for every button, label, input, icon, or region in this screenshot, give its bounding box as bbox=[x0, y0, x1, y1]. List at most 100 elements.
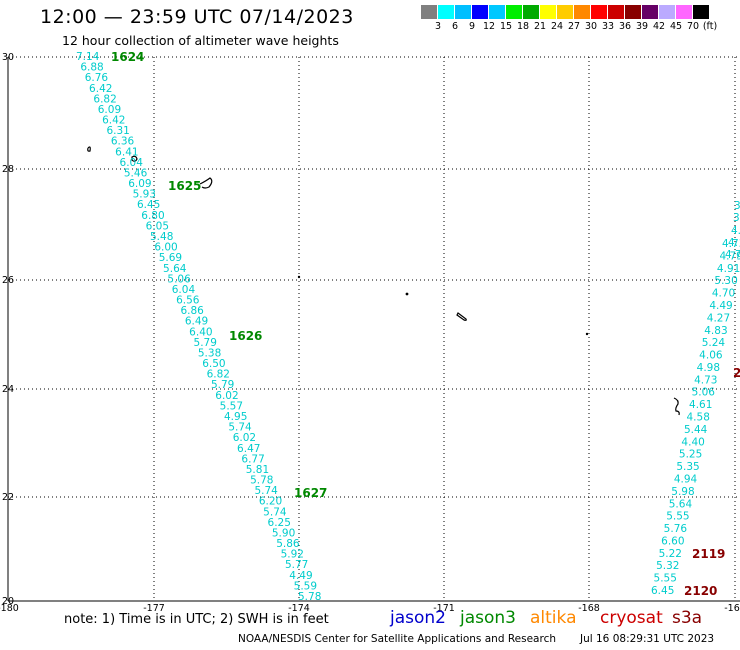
wave-height-value: 6.09 bbox=[128, 178, 151, 190]
color-scale-label: 27 bbox=[567, 21, 581, 32]
color-swatch bbox=[659, 5, 676, 19]
wave-height-value: 5.35 bbox=[676, 461, 699, 473]
wave-height-value: 6.05 bbox=[146, 220, 169, 232]
color-swatch bbox=[489, 5, 506, 19]
wave-height-value: 3 bbox=[734, 200, 740, 212]
latitude-label: 24 bbox=[2, 384, 14, 395]
wave-height-value: 6.42 bbox=[89, 83, 112, 95]
color-swatch bbox=[557, 5, 574, 19]
island-dot bbox=[405, 292, 409, 296]
credit-text: NOAA/NESDIS Center for Satellite Applica… bbox=[238, 633, 556, 645]
wave-height-value: 5.79 bbox=[211, 379, 234, 391]
wave-height-value: 4.70 bbox=[712, 288, 735, 300]
wave-height-value: 6.45 bbox=[137, 199, 160, 211]
wave-height-value: 6.00 bbox=[154, 242, 177, 254]
wave-height-value: 4.94 bbox=[674, 473, 698, 485]
wave-height-value: 5.77 bbox=[285, 559, 308, 571]
color-scale-label: 39 bbox=[635, 21, 649, 32]
latitude-label: 30 bbox=[2, 52, 14, 63]
color-swatch bbox=[608, 5, 625, 19]
wave-height-value: 7.14 bbox=[76, 51, 100, 63]
color-scale-label: 21 bbox=[533, 21, 547, 32]
wave-height-value: 5.81 bbox=[246, 464, 269, 476]
longitude-label: -165 bbox=[724, 603, 740, 614]
left-track-values: 7.146.886.766.426.826.096.426.316.366.41… bbox=[76, 51, 321, 603]
wave-height-value: 5.98 bbox=[671, 486, 694, 498]
island-outlines bbox=[87, 146, 680, 416]
wave-height-value: 4.95 bbox=[224, 411, 247, 423]
wave-height-value: 6.60 bbox=[661, 535, 684, 547]
wave-height-value: 6.20 bbox=[259, 496, 282, 508]
latitude-label: 22 bbox=[2, 492, 14, 503]
wave-height-value: 4.79 bbox=[719, 250, 740, 262]
wave-height-value: 5.69 bbox=[159, 252, 182, 264]
island-dot bbox=[585, 332, 589, 336]
wave-height-value: 5.24 bbox=[702, 337, 726, 349]
wave-height-value: 4.06 bbox=[699, 350, 723, 362]
pass-number-label: 1624 bbox=[111, 50, 144, 64]
satellite-legend-item: cryosat bbox=[600, 608, 663, 628]
wave-height-value: 4. bbox=[731, 225, 740, 237]
pass-number-label: 1627 bbox=[294, 486, 327, 500]
pass-number-label: 1626 bbox=[229, 329, 262, 343]
wave-height-value: 4.91 bbox=[717, 263, 740, 275]
color-scale-bar bbox=[421, 5, 710, 19]
wave-height-value: 4.40 bbox=[681, 436, 704, 448]
wave-height-value: 6.82 bbox=[93, 93, 116, 105]
wave-height-value: 5.59 bbox=[294, 580, 317, 592]
wave-height-value: 6.42 bbox=[102, 115, 125, 127]
wave-height-value: 4.83 bbox=[704, 325, 727, 337]
wave-height-value: 5.92 bbox=[281, 549, 304, 561]
color-scale-label: 18 bbox=[516, 21, 530, 32]
color-swatch bbox=[591, 5, 608, 19]
footer-note: note: 1) Time is in UTC; 2) SWH is in fe… bbox=[64, 612, 329, 627]
wave-height-value: 4.61 bbox=[689, 399, 712, 411]
wave-height-value: 6.41 bbox=[115, 146, 138, 158]
timestamp-text: Jul 16 08:29:31 UTC 2023 bbox=[580, 633, 715, 645]
wave-height-value: 4.58 bbox=[687, 412, 710, 424]
wave-height-value: 5.55 bbox=[666, 511, 689, 523]
pass-number-label: 1625 bbox=[168, 179, 201, 193]
wave-height-value: 5.79 bbox=[194, 337, 217, 349]
wave-height-value: 6.09 bbox=[98, 104, 121, 116]
color-scale-label: 6 bbox=[451, 21, 459, 32]
wave-height-value: 5.90 bbox=[272, 527, 295, 539]
latitude-label: 20 bbox=[2, 596, 14, 607]
color-swatch bbox=[693, 5, 710, 19]
color-scale-label: 9 bbox=[468, 21, 476, 32]
right-track-values: 4.734.794.915.304.704.494.274.835.244.06… bbox=[651, 200, 740, 597]
wave-height-value: 5.38 bbox=[198, 347, 221, 359]
color-swatch bbox=[506, 5, 523, 19]
pass-labels: 1624 1625 1626 1627 2119 2120 2 bbox=[111, 50, 740, 598]
wave-height-value: 4.73 bbox=[722, 238, 740, 250]
longitude-label: -171 bbox=[433, 603, 455, 614]
wave-height-value: 6.02 bbox=[215, 390, 238, 402]
wave-height-value: 5.30 bbox=[714, 275, 737, 287]
wave-height-value: 5.06 bbox=[692, 387, 716, 399]
wave-height-value: 6.31 bbox=[106, 125, 129, 137]
color-scale-label: 42 bbox=[652, 21, 666, 32]
color-scale-label: 33 bbox=[601, 21, 615, 32]
color-scale-label: 15 bbox=[499, 21, 513, 32]
map-subtitle: 12 hour collection of altimeter wave hei… bbox=[62, 33, 339, 48]
wave-height-value: 5.46 bbox=[124, 167, 148, 179]
satellite-legend-item: altika bbox=[530, 608, 577, 628]
satellite-legend-item: s3a bbox=[672, 608, 703, 628]
longitude-label: -177 bbox=[143, 603, 165, 614]
axis-tick-labels: -180 -177 -174 -171 -168 -165 30 28 26 24 22 20 bbox=[0, 52, 740, 614]
island-outline bbox=[673, 397, 680, 416]
color-scale-label: 70 bbox=[686, 21, 700, 32]
wave-height-value: 5.32 bbox=[656, 560, 679, 572]
wave-height-value: 4.27 bbox=[707, 312, 730, 324]
wave-height-value: 6.40 bbox=[189, 326, 212, 338]
island-outline bbox=[131, 155, 138, 162]
wave-height-value: 6.76 bbox=[85, 72, 109, 84]
wave-height-value: 6.77 bbox=[241, 453, 264, 465]
wave-height-value: 6.49 bbox=[185, 316, 208, 328]
color-swatch bbox=[523, 5, 540, 19]
wave-height-value: 5.74 bbox=[228, 422, 252, 434]
island-outline bbox=[199, 177, 213, 189]
color-swatch bbox=[676, 5, 693, 19]
wave-height-value: 4.7 bbox=[725, 249, 740, 261]
